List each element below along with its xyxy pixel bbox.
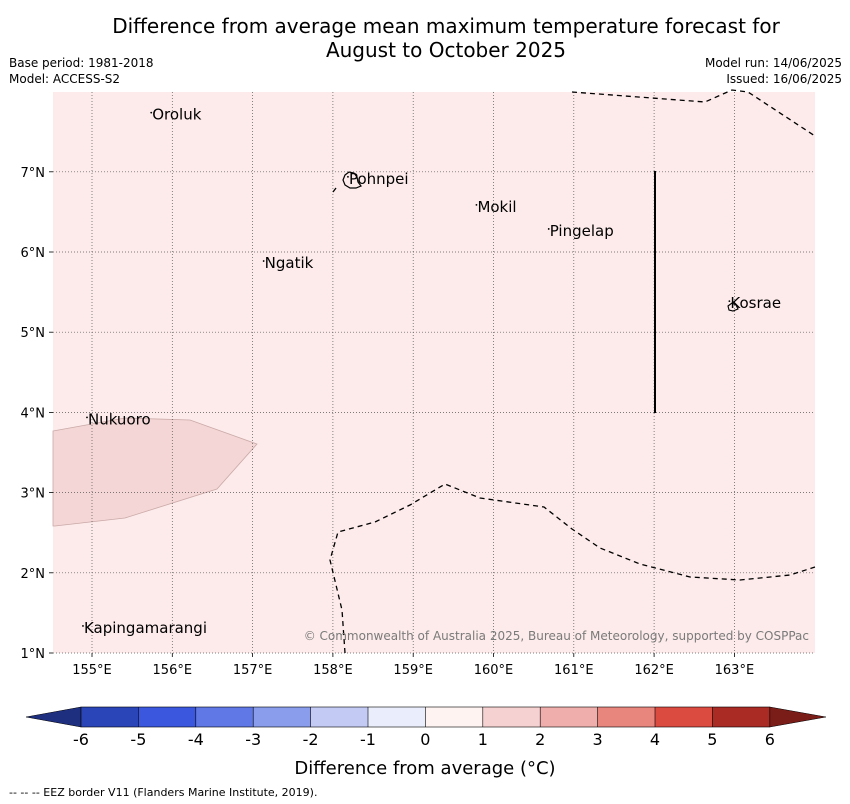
latitude-tick-label: 2°N (21, 567, 46, 582)
colorbar-tick-label: 3 (593, 730, 603, 749)
place-labels: Oroluk Pohnpei Mokil Pingelap Ngatik Kosrae Nu… (82, 106, 781, 637)
meta-left: Base period: 1981-2018 Model: ACCESS-S2 (9, 55, 154, 87)
longitude-tick-label: 163°E (715, 663, 755, 678)
colorbar-tick-label: -4 (188, 730, 204, 749)
colorbar-tick-label: 4 (650, 730, 660, 749)
colorbar-tick-label: 6 (765, 730, 775, 749)
colorbar-tick-label: -2 (303, 730, 319, 749)
colorbar-bin (540, 707, 598, 727)
eez-borders (329, 89, 816, 654)
latitude-tick-label: 7°N (21, 166, 46, 181)
place-label: Kosrae (730, 294, 781, 312)
colorbar-bin (81, 707, 139, 727)
colorbar-tick-labels: -6 -5 -4 -3 -2 -1 0 1 2 3 4 5 6 (73, 730, 775, 749)
longitude-tick-label: 161°E (554, 663, 594, 678)
model-run: Model run: 14/06/2025 (704, 56, 842, 70)
place-marker (547, 228, 550, 230)
colorbar-tick-label: -6 (73, 730, 89, 749)
colorbar-bin (712, 707, 770, 727)
eez-border-fragment (332, 187, 337, 193)
latitude-tick-label: 6°N (21, 246, 46, 261)
anomaly-region (52, 417, 258, 527)
longitude-tick-label: 156°E (153, 663, 193, 678)
kosrae-island-outline (727, 302, 739, 312)
longitude-tick-label: 160°E (474, 663, 514, 678)
longitude-ticks: 155°E 156°E 157°E 158°E 159°E 160°E 161°E 162°E… (72, 653, 754, 678)
chart-title: Difference from average mean maximum tem… (0, 14, 850, 62)
colorbar-tick-label: 0 (420, 730, 430, 749)
colorbar-bin (368, 707, 426, 727)
colorbar-tick-label: -3 (245, 730, 261, 749)
copyright-notice: © Commonwealth of Australia 2025, Bureau… (304, 629, 809, 643)
place-marker (347, 175, 349, 178)
colorbar-bin (597, 707, 655, 727)
colorbar-tick-label: 1 (478, 730, 488, 749)
issued-date: Issued: 16/06/2025 (726, 72, 842, 86)
meta-right: Model run: 14/06/2025 Issued: 16/06/2025 (705, 55, 842, 87)
title-line-1: Difference from average mean maximum tem… (112, 14, 780, 38)
place-marker (86, 416, 88, 419)
colorbar-bin (253, 707, 311, 727)
colorbar (25, 706, 827, 728)
place-label: Kapingamarangi (84, 619, 207, 637)
eez-border-south (329, 483, 816, 654)
colorbar-tick-label: -5 (130, 730, 146, 749)
latitude-ticks: 1°N 2°N 3°N 4°N 5°N 6°N 7°N (21, 166, 53, 662)
place-label: Pingelap (550, 222, 614, 240)
place-marker (728, 300, 731, 303)
title-line-2: August to October 2025 (325, 38, 567, 62)
place-marker (262, 260, 265, 262)
longitude-tick-label: 155°E (72, 663, 112, 678)
longitude-tick-label: 159°E (393, 663, 433, 678)
colorbar-bin (482, 707, 541, 727)
colorbar-label: Difference from average (°C) (294, 758, 555, 779)
colorbar-bin (655, 707, 713, 727)
map-background (53, 92, 815, 653)
base-period: Base period: 1981-2018 (9, 56, 154, 70)
colorbar-under-arrow (25, 706, 82, 728)
longitude-tick-label: 162°E (634, 663, 674, 678)
colorbar-bin (310, 707, 368, 727)
latitude-tick-label: 5°N (21, 326, 46, 341)
colorbar-bin (138, 707, 196, 727)
place-label: Oroluk (152, 106, 201, 124)
longitude-tick-label: 157°E (233, 663, 273, 678)
place-label: Ngatik (265, 254, 314, 272)
latitude-tick-label: 4°N (21, 406, 46, 421)
eez-border-north (571, 89, 816, 137)
colorbar-tick-label: 5 (707, 730, 717, 749)
colorbar-bin (195, 707, 254, 727)
colorbar-tick-label: 2 (535, 730, 545, 749)
colorbar-bin (425, 707, 483, 727)
pohnpei-island-outline (342, 171, 362, 189)
place-label: Nukuoro (88, 410, 151, 428)
longitude-tick-label: 158°E (313, 663, 353, 678)
latitude-tick-label: 3°N (21, 487, 46, 502)
latitude-tick-label: 1°N (21, 647, 46, 662)
eez-source-footnote: -- -- -- EEZ border V11 (Flanders Marine… (9, 786, 318, 799)
place-label: Mokil (477, 198, 516, 216)
place-marker (82, 625, 84, 627)
place-label: Pohnpei (349, 170, 409, 188)
place-marker (150, 111, 153, 114)
map-plot-area: Oroluk Pohnpei Mokil Pingelap Ngatik Kosrae Nu… (52, 89, 816, 654)
colorbar-tick-label: -1 (360, 730, 376, 749)
model-name: Model: ACCESS-S2 (9, 72, 121, 86)
place-marker (475, 204, 478, 206)
colorbar-over-arrow (769, 706, 827, 728)
